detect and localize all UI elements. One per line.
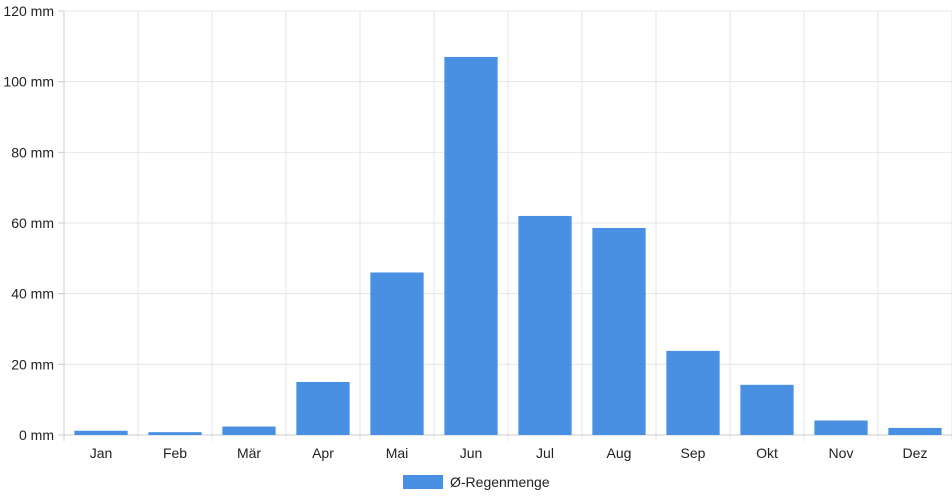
ytick-label: 120 mm [3, 3, 54, 19]
bar-jun[interactable] [444, 56, 498, 435]
xtick-label: Aug [607, 445, 632, 461]
xtick-label: Nov [829, 445, 854, 461]
xtick-label: Sep [681, 445, 706, 461]
bar-mai[interactable] [370, 272, 424, 435]
bar-sep[interactable] [666, 350, 720, 435]
bar-nov[interactable] [814, 420, 868, 435]
x-axis-ticks: Jan Feb Mär Apr Mai Jun Jul Aug Sep Okt Nov Dez [90, 445, 928, 461]
xtick-label: Jun [460, 445, 483, 461]
bar-apr[interactable] [296, 382, 350, 435]
ytick-label: 60 mm [11, 215, 54, 231]
ytick-label: 100 mm [3, 74, 54, 90]
legend-label[interactable]: Ø-Regenmenge [450, 474, 550, 490]
ytick-label: 40 mm [11, 286, 54, 302]
bar-mär[interactable] [222, 426, 276, 435]
ytick-label: 20 mm [11, 356, 54, 372]
xtick-label: Mai [386, 445, 409, 461]
xtick-label: Jul [536, 445, 554, 461]
xtick-label: Dez [903, 445, 928, 461]
bar-jul[interactable] [518, 215, 572, 435]
xtick-label: Jan [90, 445, 113, 461]
xtick-label: Apr [312, 445, 334, 461]
bar-jan[interactable] [74, 430, 128, 435]
bar-dez[interactable] [888, 427, 942, 435]
bar-feb[interactable] [148, 432, 202, 435]
ytick-label: 80 mm [11, 144, 54, 160]
xtick-label: Feb [163, 445, 187, 461]
ytick-label: 0 mm [19, 427, 54, 443]
bar-aug[interactable] [592, 227, 646, 435]
xtick-label: Okt [756, 445, 778, 461]
y-axis-ticks: 0 mm 20 mm 40 mm 60 mm 80 mm 100 mm 120 mm [3, 3, 54, 443]
legend-swatch[interactable] [403, 475, 443, 489]
bar-layer [74, 56, 942, 435]
grid-layer [58, 10, 952, 441]
bar-okt[interactable] [740, 384, 794, 435]
legend[interactable]: Ø-Regenmenge [403, 474, 550, 490]
xtick-label: Mär [237, 445, 261, 461]
